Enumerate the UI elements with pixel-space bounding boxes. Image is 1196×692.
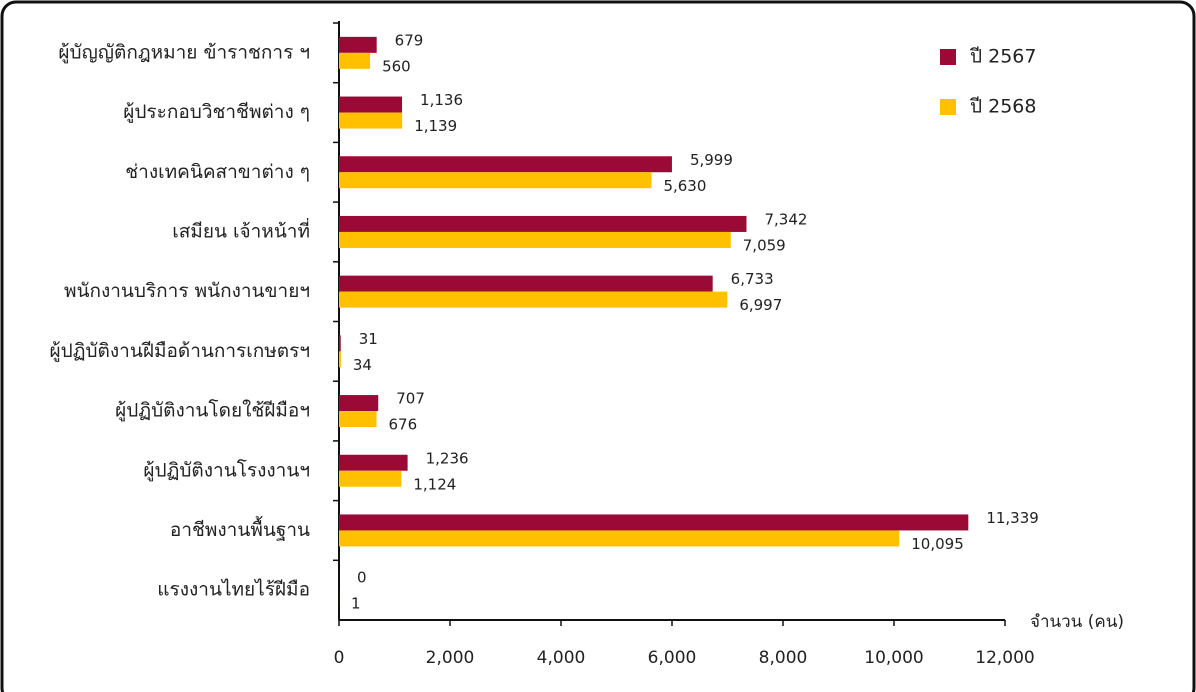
legend-swatch <box>940 49 956 65</box>
value-label: 1 <box>351 595 361 613</box>
value-label: 6,997 <box>739 296 782 314</box>
x-tick-label: 6,000 <box>648 648 697 668</box>
x-tick-label: 0 <box>334 648 345 668</box>
value-label: 1,139 <box>414 117 457 135</box>
bar <box>339 112 403 129</box>
bar <box>339 36 377 53</box>
value-label: 7,059 <box>743 236 786 254</box>
value-label: 676 <box>389 416 418 434</box>
value-label: 1,136 <box>420 91 463 109</box>
value-label: 31 <box>359 330 378 348</box>
y-tick-label: ผู้ปฏิบัติงานโดยใช้ฝีมือฯ <box>115 399 310 422</box>
bar <box>339 172 652 189</box>
bar <box>339 351 341 368</box>
bar <box>339 52 371 69</box>
y-tick-label: พนักงานบริการ พนักงานขายฯ <box>64 280 310 302</box>
x-tick-label: 2,000 <box>426 648 475 668</box>
bar <box>339 530 900 547</box>
bar <box>339 411 377 428</box>
value-label: 679 <box>395 31 424 49</box>
bar <box>339 335 341 352</box>
bar <box>339 395 379 412</box>
value-label: 7,342 <box>764 210 807 228</box>
bar <box>339 96 403 113</box>
bar <box>339 514 969 531</box>
y-tick-label: อาชีพงานพื้นฐาน <box>170 516 310 541</box>
y-tick-label: ผู้ประกอบวิชาชีพต่าง ๆ <box>123 101 310 123</box>
bar <box>339 454 408 471</box>
value-label: 6,733 <box>731 270 774 288</box>
bar <box>339 470 402 487</box>
value-label: 560 <box>382 57 411 75</box>
y-tick-label: เสมียน เจ้าหน้าที่ <box>172 217 310 242</box>
legend-label: ปี 2568 <box>969 96 1036 118</box>
y-tick-label: ผู้ปฏิบัติงานโรงงานฯ <box>143 458 310 481</box>
value-label: 1,236 <box>426 449 469 467</box>
y-tick-label: ผู้ปฏิบัติงานฝีมือด้านการเกษตรฯ <box>50 340 310 362</box>
x-tick-label: 12,000 <box>975 648 1034 668</box>
value-label: 1,124 <box>413 475 456 493</box>
y-tick-label: แรงงานไทยไร้ฝีมือ <box>157 579 310 601</box>
value-label: 10,095 <box>911 535 964 553</box>
x-tick-label: 4,000 <box>537 648 586 668</box>
bar <box>339 291 728 308</box>
y-tick-label: ช่างเทคนิคสาขาต่าง ๆ <box>125 161 310 183</box>
legend-swatch <box>940 99 956 115</box>
bar <box>339 156 672 173</box>
x-tick-label: 8,000 <box>759 648 808 668</box>
bar <box>339 231 731 248</box>
value-label: 0 <box>357 569 367 587</box>
y-tick-label: ผู้บัญญัติกฎหมาย ข้าราชการ ฯ <box>58 41 310 63</box>
bar <box>339 275 713 292</box>
bar <box>339 215 747 232</box>
value-label: 5,999 <box>690 151 733 169</box>
value-label: 707 <box>396 390 425 408</box>
value-label: 5,630 <box>663 177 706 195</box>
x-tick-label: 10,000 <box>864 648 923 668</box>
value-label: 34 <box>353 356 372 374</box>
x-axis-label: จำนวน (คน) <box>1030 612 1124 632</box>
legend-label: ปี 2567 <box>969 46 1036 68</box>
value-label: 11,339 <box>986 509 1038 527</box>
